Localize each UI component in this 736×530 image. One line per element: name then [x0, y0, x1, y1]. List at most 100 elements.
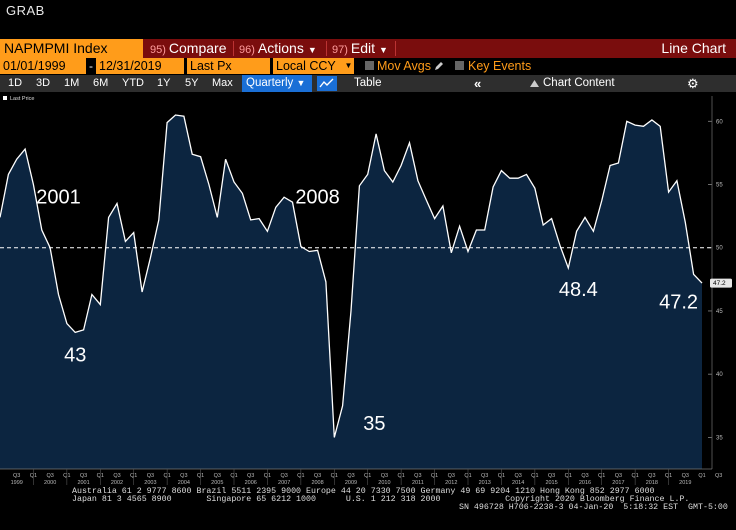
actions-menu[interactable]: 96) Actions ▼: [239, 39, 317, 58]
data-point: [635, 125, 636, 126]
year-tick-label: 2018: [646, 480, 658, 486]
year-tick-label: 2015: [545, 480, 557, 486]
data-point: [225, 159, 226, 160]
footer-line-3: SN 496728 H706-2238-3 04-Jan-20 5:18:32 …: [459, 503, 728, 512]
data-point: [501, 170, 502, 171]
data-point: [108, 217, 109, 218]
year-tick-label: 2007: [278, 480, 290, 486]
key-events-label[interactable]: Key Events: [468, 59, 532, 73]
last-value-badge: 47.2: [710, 278, 732, 288]
x-axis: Q3 Q1 Q3 Q1 Q3 Q1 Q3 Q1 Q3 Q1 Q3 Q1 Q3 Q1 Q3 Q1 Q3 Q1 Q3 Q1…: [0, 468, 722, 486]
range-1d-button[interactable]: 1D: [8, 77, 23, 89]
year-tick-label: 2011: [412, 480, 424, 486]
year-tick-label: 2019: [679, 480, 691, 486]
line-chart-icon[interactable]: [317, 76, 337, 91]
collapse-left-icon[interactable]: «: [474, 76, 482, 91]
data-point: [509, 178, 510, 179]
quarter-tick-label: Q3: [514, 473, 521, 479]
data-point: [409, 142, 410, 143]
data-point: [66, 323, 67, 324]
chart-content-button[interactable]: Chart Content: [543, 77, 615, 89]
data-point: [292, 202, 293, 203]
pencil-icon[interactable]: [433, 60, 445, 72]
data-point: [150, 257, 151, 258]
data-point: [593, 231, 594, 232]
data-point: [284, 197, 285, 198]
range-1m-button[interactable]: 1M: [64, 77, 80, 89]
key-events-checkbox[interactable]: [455, 61, 464, 70]
year-tick-label: 2004: [178, 480, 190, 486]
data-point: [175, 114, 176, 115]
data-point: [476, 229, 477, 230]
quarter-tick-label: Q3: [481, 473, 488, 479]
year-tick-label: 1999: [11, 480, 23, 486]
data-point: [534, 188, 535, 189]
end-date-field[interactable]: 12/31/2019: [96, 58, 184, 74]
data-point: [33, 184, 34, 185]
data-point: [701, 283, 702, 284]
currency-select[interactable]: Local CCY: [273, 58, 343, 74]
data-point: [467, 251, 468, 252]
chart-type-label[interactable]: Line Chart: [661, 40, 726, 56]
year-tick-label: 2017: [612, 480, 624, 486]
data-point: [601, 200, 602, 201]
frequency-select[interactable]: Quarterly ▼: [242, 75, 312, 92]
data-point: [50, 247, 51, 248]
annotation-label: 47.2: [659, 291, 698, 313]
edit-menu[interactable]: 97) Edit ▼: [332, 39, 388, 58]
data-point: [100, 304, 101, 305]
ticker-field[interactable]: NAPMPMI Index: [0, 39, 143, 58]
data-point: [8, 174, 9, 175]
data-point: [242, 193, 243, 194]
data-point: [317, 250, 318, 251]
edit-num: 97): [332, 44, 348, 56]
data-point: [426, 199, 427, 200]
compare-menu[interactable]: 95) Compare: [150, 39, 227, 58]
data-point: [183, 116, 184, 117]
year-tick-label: 2000: [44, 480, 56, 486]
chart-content-caret-icon[interactable]: [530, 79, 539, 88]
field-select[interactable]: Last Px: [187, 58, 270, 74]
range-6m-button[interactable]: 6M: [93, 77, 109, 89]
range-5y-button[interactable]: 5Y: [185, 77, 199, 89]
edit-label: Edit: [350, 40, 376, 56]
year-tick-label: 2014: [512, 480, 524, 486]
year-tick-label: 2005: [211, 480, 223, 486]
range-3d-button[interactable]: 3D: [36, 77, 51, 89]
menu-divider: [326, 41, 327, 56]
data-point: [660, 126, 661, 127]
year-tick-label: 2009: [345, 480, 357, 486]
data-point: [543, 224, 544, 225]
y-tick-label: 60: [716, 119, 723, 125]
year-tick-label: 2002: [111, 480, 123, 486]
range-1y-button[interactable]: 1Y: [157, 77, 171, 89]
mov-avgs-label[interactable]: Mov Avgs: [377, 59, 431, 73]
data-point: [442, 205, 443, 206]
legend-label: Last Price: [10, 96, 34, 102]
data-point: [300, 246, 301, 247]
range-max-button[interactable]: Max: [212, 77, 233, 89]
data-point: [192, 154, 193, 155]
data-point: [133, 232, 134, 233]
actions-label: Actions: [257, 40, 304, 56]
data-point: [392, 181, 393, 182]
data-point: [367, 174, 368, 175]
quarter-tick-label: Q3: [581, 473, 588, 479]
start-date-field[interactable]: 01/01/1999: [0, 58, 86, 74]
y-tick-label: 40: [716, 372, 723, 378]
y-tick-label: 55: [716, 183, 723, 189]
currency-caret-icon[interactable]: ▼: [343, 58, 354, 74]
quarter-tick-label: Q3: [113, 473, 120, 479]
data-point: [309, 251, 310, 252]
quarter-tick-label: Q3: [147, 473, 154, 479]
range-ytd-button[interactable]: YTD: [122, 77, 144, 89]
data-point: [584, 217, 585, 218]
quarter-tick-label: Q3: [615, 473, 622, 479]
gear-icon[interactable]: ⚙: [687, 76, 699, 91]
last-value-text: 47.2: [713, 280, 726, 287]
data-point: [158, 219, 159, 220]
table-button[interactable]: Table: [354, 77, 382, 89]
data-point: [233, 181, 234, 182]
mov-avgs-checkbox[interactable]: [365, 61, 374, 70]
